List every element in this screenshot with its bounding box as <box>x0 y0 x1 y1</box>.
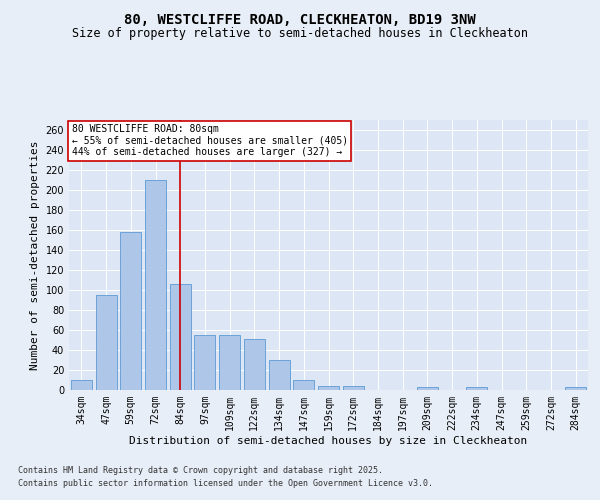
Bar <box>565 387 586 390</box>
Bar <box>417 387 438 390</box>
Text: Contains public sector information licensed under the Open Government Licence v3: Contains public sector information licen… <box>18 479 433 488</box>
Text: Contains HM Land Registry data © Crown copyright and database right 2025.: Contains HM Land Registry data © Crown c… <box>18 466 383 475</box>
Bar <box>219 335 240 390</box>
Bar <box>71 380 92 390</box>
Bar <box>194 335 215 390</box>
Bar <box>318 386 339 390</box>
Bar <box>466 387 487 390</box>
Bar <box>145 180 166 390</box>
Y-axis label: Number of semi-detached properties: Number of semi-detached properties <box>30 140 40 370</box>
Bar <box>343 386 364 390</box>
Bar <box>120 232 141 390</box>
Bar <box>269 360 290 390</box>
Text: 80, WESTCLIFFE ROAD, CLECKHEATON, BD19 3NW: 80, WESTCLIFFE ROAD, CLECKHEATON, BD19 3… <box>124 12 476 26</box>
Text: Size of property relative to semi-detached houses in Cleckheaton: Size of property relative to semi-detach… <box>72 28 528 40</box>
Bar <box>95 295 116 390</box>
X-axis label: Distribution of semi-detached houses by size in Cleckheaton: Distribution of semi-detached houses by … <box>130 436 527 446</box>
Text: 80 WESTCLIFFE ROAD: 80sqm
← 55% of semi-detached houses are smaller (405)
44% of: 80 WESTCLIFFE ROAD: 80sqm ← 55% of semi-… <box>71 124 348 157</box>
Bar <box>293 380 314 390</box>
Bar <box>244 339 265 390</box>
Bar <box>170 284 191 390</box>
